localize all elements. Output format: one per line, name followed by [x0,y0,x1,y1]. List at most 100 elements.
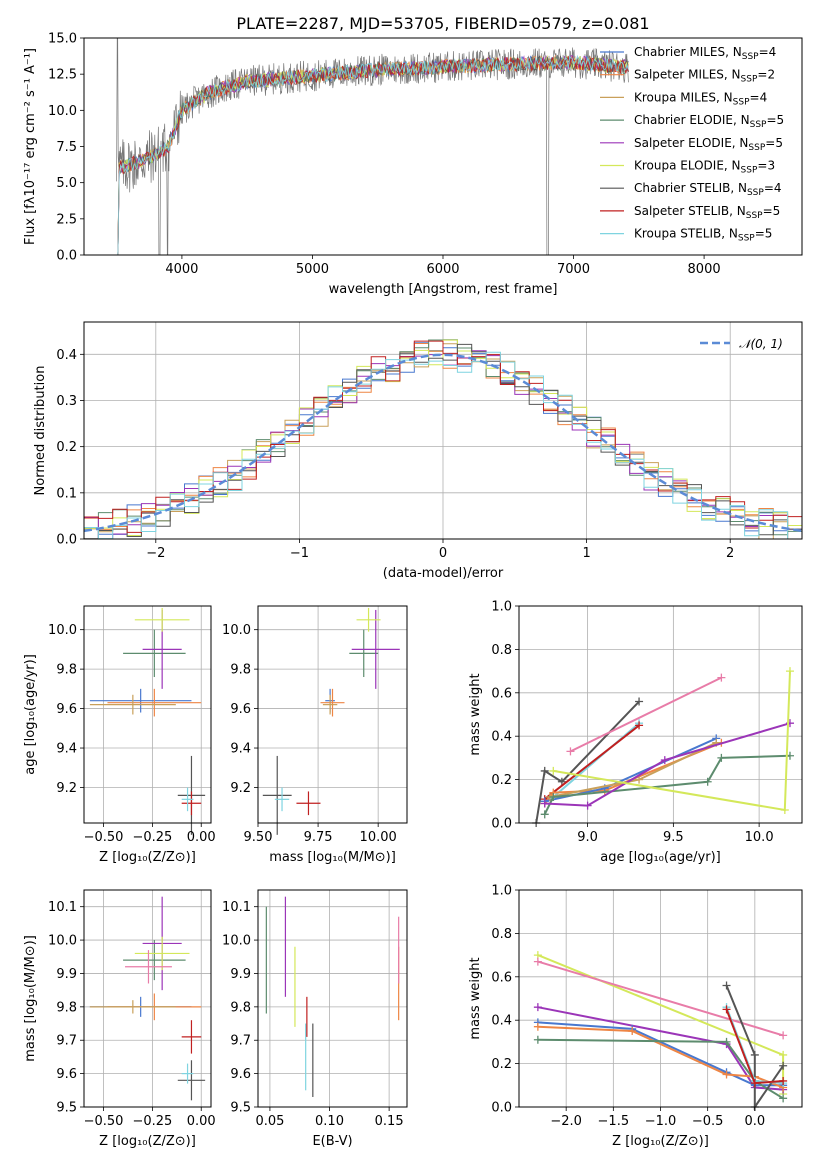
y-tick-label: 1.0 [491,600,512,615]
y-tick-label: 15.0 [48,32,77,47]
y-tick-label: 9.2 [56,781,77,796]
x-tick-label: 1 [582,546,590,561]
mass-weight-marker [779,1031,788,1040]
y-axis-label: Normed distribution [33,366,48,496]
x-tick-label: 6000 [426,262,459,277]
y-tick-label: 10.0 [48,104,77,119]
legend-subscript: SSP [750,120,767,130]
y-tick-label: 9.6 [230,1067,251,1082]
y-tick-label: 12.5 [48,68,77,83]
mass-weight-marker [533,1022,542,1031]
y-tick-label: 9.5 [56,1101,77,1116]
legend-subscript: SSP [733,97,750,107]
x-tick-label: 0.10 [315,1114,344,1129]
mass-vs-extinction-plot: 0.05 0.10 0.15 9.5 9.6 9.7 9.8 9.9 10.0 10.1 E(B-V… [222,889,408,1149]
legend-subscript: SSP [741,166,758,176]
x-tick-label: −0.25 [132,830,172,845]
y-tick-label: 0.0 [491,1101,512,1116]
x-axis-label: Z [log₁₀(Z/Z⊙)] [612,1134,709,1149]
y-axis-label: mass weight [468,957,483,1039]
y-tick-label: 0.6 [491,970,512,985]
x-tick-label: −0.50 [84,1114,124,1129]
y-tick-label: 0.8 [491,927,512,942]
mass-weight-marker [533,957,542,966]
mass-weight-marker [785,667,794,676]
y-tick-label: 9.8 [230,663,251,678]
age-vs-mass-plot: 9.50 9.75 10.00 9.2 9.4 9.6 9.8 10.0 mass [log₁₀… [222,605,408,865]
x-tick-label: 2 [726,546,734,561]
y-tick-label: 2.5 [56,212,77,227]
mass-weight-line [544,724,640,800]
y-tick-label: 0.2 [491,1057,512,1072]
y-axis-label: mass weight [468,673,483,755]
x-tick-label: 9.50 [244,830,273,845]
axes-frame [83,605,212,824]
age-vs-metallicity-plot: −0.50 −0.25 0.00 9.2 9.4 9.6 9.8 10.0 Z [log₁₀(Z… [23,605,216,865]
residual-histogram-plot: −2 −1 0 1 2 0.0 0.1 0.2 0.3 0.4 (data-model)/error… [33,321,803,581]
mass-weight-marker [566,747,575,756]
y-tick-label: 0.3 [56,394,77,409]
y-tick-label: 10.0 [48,934,77,949]
mass-weight-marker [779,1050,788,1059]
mass-weight-marker [722,1005,731,1014]
y-tick-label: 9.7 [230,1034,251,1049]
y-tick-label: 9.8 [56,663,77,678]
legend-label: 𝒩(0, 1) [739,337,783,351]
mass-weight-marker [779,1061,788,1070]
x-tick-label: 5000 [296,262,329,277]
x-tick-label: 10.00 [360,830,397,845]
spectrum-plot: 4000 5000 6000 7000 8000 0.0 2.5 5.0 7.5 10.0 12.5… [23,14,803,297]
x-axis-label: Z [log₁₀(Z/Z⊙)] [99,850,196,865]
legend-label: Chabrier ELODIE, NSSP=5 [634,113,784,130]
mass-weight-marker [533,1003,542,1012]
x-axis-label: Z [log₁₀(Z/Z⊙)] [99,1134,196,1149]
x-tick-label: 9.75 [304,830,333,845]
mass-weight-marker [533,1035,542,1044]
x-axis-label: age [log₁₀(age/yr)] [600,850,721,865]
legend-value: =4 [759,45,777,59]
x-tick-label: −1.0 [645,1114,677,1129]
x-tick-label: −0.50 [84,830,124,845]
y-tick-label: 0.6 [491,686,512,701]
x-tick-label: −1 [290,546,309,561]
mass-weight-marker [583,801,592,810]
mass-weight-marker [549,792,558,801]
legend-value: =3 [757,159,775,173]
x-tick-label: 4000 [165,262,198,277]
mass-weight-marker [780,805,789,814]
y-tick-label: 0.8 [491,643,512,658]
mass-weight-marker [722,981,731,990]
mass-weight-marker [703,777,712,786]
y-tick-label: 10.0 [48,623,77,638]
y-tick-label: 0.4 [491,730,512,745]
y-tick-label: 10.0 [222,623,251,638]
y-tick-label: 9.2 [230,781,251,796]
mass-weight-marker [635,721,644,730]
legend-label: Chabrier MILES, NSSP=4 [634,45,776,62]
legend-label: Kroupa ELODIE, NSSP=3 [634,159,775,176]
y-tick-label: 0.0 [56,249,77,264]
mass-weight-marker [549,766,558,775]
y-tick-label: 9.5 [230,1101,251,1116]
legend-value: =4 [764,181,782,195]
mass-weight-marker [540,766,549,775]
x-tick-label: 10.0 [745,830,774,845]
legend-subscript: SSP [738,234,755,244]
legend-label: Salpeter STELIB, NSSP=5 [634,204,780,221]
y-tick-label: 1.0 [491,884,512,899]
y-tick-label: 0.0 [56,533,77,548]
y-axis-label: Flux [fλ10⁻¹⁷ erg cm⁻² s⁻¹ A⁻¹] [23,48,38,245]
y-tick-label: 0.4 [56,348,77,363]
mass-weight-vs-age-plot: 9.0 9.5 10.0 0.0 0.2 0.4 0.6 0.8 1.0 age [log₁₀(a… [468,600,803,865]
y-tick-label: 9.6 [56,702,77,717]
mass-weight-marker [722,1037,731,1046]
legend-value: =5 [766,113,784,127]
legend-value: =5 [765,136,783,150]
y-tick-label: 0.0 [491,817,512,832]
legend-value: =4 [750,90,768,104]
legend-subscript: SSP [742,52,759,62]
y-axis-label: age [log₁₀(age/yr)] [23,654,38,775]
axes-frame [518,605,803,824]
mass-vs-metallicity-plot: −0.50 −0.25 0.00 9.5 9.6 9.7 9.8 9.9 10.0 10.1 Z [… [23,889,216,1149]
mass-weight-marker [779,1094,788,1103]
